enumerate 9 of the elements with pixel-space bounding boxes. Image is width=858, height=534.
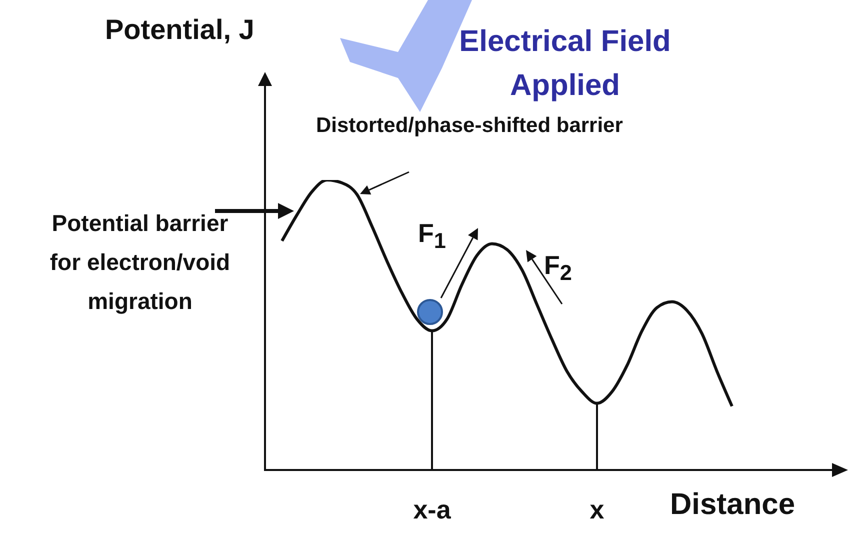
text: Distorted/phase-shifted barrier <box>316 114 623 138</box>
text: Potential barrier for electron/void migration <box>48 209 232 316</box>
x-tick-label: x-a <box>413 494 452 524</box>
chart-title: Electrical Field Applied <box>458 24 672 104</box>
y-axis-title: Potential, J <box>105 14 254 46</box>
annotation: F$_{2}$ <box>544 250 572 286</box>
x-axis-title: Distance <box>670 488 796 522</box>
annotation: F$_{1}$ <box>418 218 446 254</box>
x-tick-label: x <box>590 494 605 524</box>
